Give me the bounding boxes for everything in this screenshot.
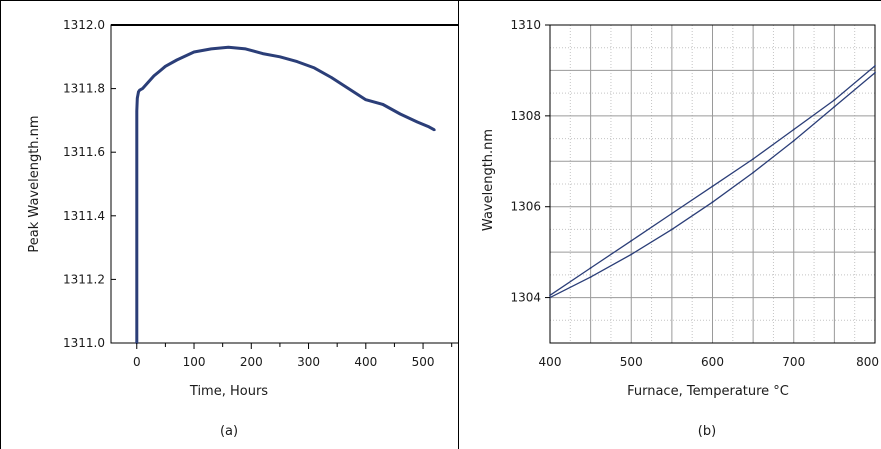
data-point-b <box>833 105 836 108</box>
caption-b: (b) <box>698 424 716 439</box>
x-axis-label-b: Furnace, Temperature °C <box>627 384 789 399</box>
data-point-b <box>874 71 876 74</box>
data-point-a <box>416 120 419 124</box>
y-tick-label-b: 1310 <box>510 18 541 32</box>
data-point-a <box>295 60 299 63</box>
data-point-a <box>136 93 140 97</box>
x-tick-label-a: 200 <box>240 355 263 369</box>
data-point-a <box>347 87 350 90</box>
data-point-a <box>164 65 167 68</box>
data-point-a <box>147 81 150 84</box>
data-point-b <box>752 171 755 174</box>
series-line-a <box>135 45 436 343</box>
y-axis-label-a: Peak Wavelength.nm <box>27 115 42 252</box>
x-tick-label-b: 600 <box>701 355 724 369</box>
y-tick-label-a: 1311.2 <box>63 272 105 286</box>
x-tick-label-a: 500 <box>412 355 435 369</box>
y-tick-label-a: 1311.0 <box>63 336 105 350</box>
data-point-b <box>670 228 673 231</box>
figure-top-border <box>0 0 881 1</box>
data-point-a <box>427 125 430 128</box>
x-tick-label-b: 800 <box>856 355 879 369</box>
chart-b: 1304 1306 1308 1310 400 500 600 700 800 Furnace,… <box>481 18 879 439</box>
data-point-a <box>158 69 161 73</box>
y-tick-label-a: 1311.6 <box>63 145 105 159</box>
data-point-a <box>398 112 402 116</box>
y-tick-label-a: 1312.0 <box>63 18 105 32</box>
chart-a: 1311.0 1311.2 1311.4 1311.6 1311.8 1312.0 0 100… <box>27 18 458 439</box>
x-tick-label-a: 400 <box>354 355 377 369</box>
data-point-a <box>313 66 316 70</box>
panel-divider <box>458 0 459 449</box>
x-tick-label-b: 500 <box>620 355 643 369</box>
data-point-a <box>141 87 144 90</box>
plot-frame-b <box>549 24 876 344</box>
data-point-a <box>152 74 156 78</box>
data-point-b <box>792 139 795 142</box>
data-point-b <box>630 253 633 256</box>
data-point-a <box>136 96 139 100</box>
y-tick-label-b: 1304 <box>510 291 541 305</box>
figure-left-border <box>0 0 1 449</box>
y-tick-label-a: 1311.4 <box>63 209 105 223</box>
data-point-a <box>227 46 230 49</box>
caption-a: (a) <box>220 424 238 439</box>
x-tick-label-a: 0 <box>133 355 141 369</box>
data-point-b <box>549 294 551 297</box>
x-tick-label-a: 300 <box>297 355 320 369</box>
x-axis-label-a: Time, Hours <box>189 384 268 399</box>
x-tick-label-a: 100 <box>183 355 206 369</box>
plot-frame-a <box>110 24 458 344</box>
data-point-a <box>330 76 333 79</box>
data-point-a <box>433 128 436 132</box>
data-point-a <box>138 88 141 92</box>
data-point-b <box>752 158 755 160</box>
data-point-a <box>210 47 213 51</box>
x-tick-label-b: 700 <box>782 355 805 369</box>
data-point-b <box>630 239 633 242</box>
data-point-b <box>833 99 836 101</box>
data-point-a <box>244 47 247 51</box>
data-point-a <box>135 109 138 113</box>
y-tick-label-a: 1311.8 <box>63 82 105 96</box>
data-point-b <box>670 212 673 215</box>
x-tick-label-b: 400 <box>539 355 562 369</box>
data-point-b <box>792 128 795 131</box>
data-point-a <box>175 58 179 62</box>
data-point-b <box>711 201 714 204</box>
data-point-a <box>192 50 196 54</box>
data-point-b <box>711 185 714 188</box>
data-point-a <box>364 98 367 101</box>
data-point-a <box>278 55 282 58</box>
data-point-a <box>381 103 385 106</box>
data-point-b <box>874 64 876 67</box>
y-tick-label-b: 1308 <box>510 109 541 123</box>
y-axis-label-b: Wavelength.nm <box>481 129 496 231</box>
data-point-b <box>589 276 592 279</box>
data-point-b <box>589 267 592 269</box>
y-tick-label-b: 1306 <box>510 200 541 214</box>
data-point-a <box>261 52 264 55</box>
